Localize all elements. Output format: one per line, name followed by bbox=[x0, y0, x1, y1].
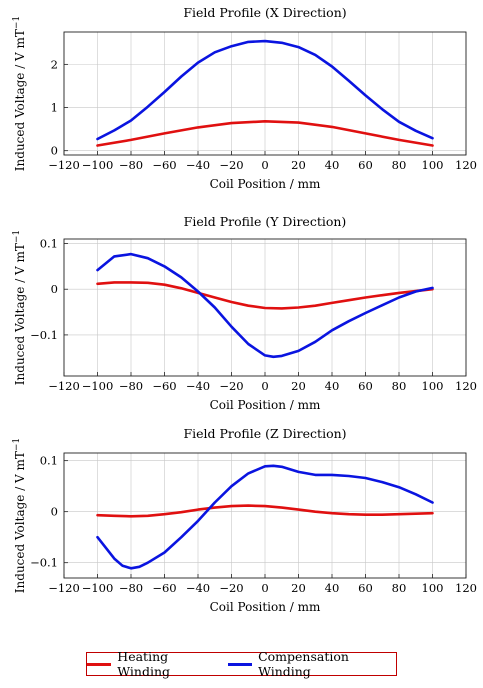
x-axis-label: Coil Position / mm bbox=[210, 398, 321, 412]
x-tick-label: −40 bbox=[186, 158, 210, 172]
x-tick-label: −80 bbox=[119, 581, 143, 595]
y-tick-label: 0.1 bbox=[40, 237, 58, 251]
x-tick-label: −60 bbox=[152, 158, 176, 172]
series-line-compensation bbox=[96, 39, 434, 141]
x-tick-label: −120 bbox=[48, 581, 80, 595]
y-tick-label: 0 bbox=[51, 505, 58, 519]
y-axis-label: Induced Voltage / V mT−1 bbox=[12, 230, 27, 385]
y-axis-label: Induced Voltage / V mT−1 bbox=[12, 438, 27, 593]
x-tick-label: 80 bbox=[392, 379, 407, 393]
x-tick-label: 40 bbox=[325, 581, 340, 595]
x-tick-label: 60 bbox=[358, 581, 373, 595]
series-line-heating bbox=[96, 504, 434, 518]
x-tick-label: 120 bbox=[455, 581, 477, 595]
y-tick-label: 1 bbox=[51, 101, 58, 115]
x-tick-label: −120 bbox=[48, 379, 80, 393]
series-line-heating bbox=[96, 120, 434, 147]
y-tick-label: −0.1 bbox=[30, 328, 58, 342]
x-tick-label: 60 bbox=[358, 379, 373, 393]
x-tick-label: −20 bbox=[219, 581, 243, 595]
x-tick-label: 120 bbox=[455, 379, 477, 393]
x-tick-label: 40 bbox=[325, 379, 340, 393]
x-tick-label: −120 bbox=[48, 158, 80, 172]
x-tick-label: −40 bbox=[186, 581, 210, 595]
x-tick-label: −40 bbox=[186, 379, 210, 393]
x-tick-label: 80 bbox=[392, 581, 407, 595]
y-tick-label: −0.1 bbox=[30, 556, 58, 570]
x-tick-label: −100 bbox=[82, 379, 114, 393]
x-tick-label: 120 bbox=[455, 158, 477, 172]
legend-item-heating: Heating Winding bbox=[87, 649, 218, 679]
x-tick-label: −100 bbox=[82, 581, 114, 595]
x-tick-label: −20 bbox=[219, 158, 243, 172]
x-tick-label: 40 bbox=[325, 158, 340, 172]
chart-panel-1: −120 −100 −80 −60 −40 −20 0 20 40 60 80 100 120 0 1 2 Fi… bbox=[12, 5, 477, 191]
figure-canvas: −120 −100 −80 −60 −40 −20 0 20 40 60 80 100 120012Fi… bbox=[12, 5, 477, 614]
legend-label-heating: Heating Winding bbox=[117, 649, 171, 679]
legend-label-compensation: Compensation Winding bbox=[258, 649, 349, 679]
x-tick-label: 80 bbox=[392, 158, 407, 172]
y-tick-label: 0 bbox=[51, 282, 58, 296]
x-tick-label: −80 bbox=[119, 379, 143, 393]
x-tick-label: 0 bbox=[261, 158, 268, 172]
chart-title: Field Profile (Z Direction) bbox=[183, 426, 346, 441]
x-tick-label: −60 bbox=[152, 581, 176, 595]
chart-title: Field Profile (X Direction) bbox=[183, 5, 346, 20]
series-line-heating bbox=[96, 281, 434, 310]
x-tick-label: 100 bbox=[422, 581, 444, 595]
x-tick-label: 60 bbox=[358, 158, 373, 172]
y-tick-label: 0.1 bbox=[40, 454, 58, 468]
y-tick-label: 0 bbox=[51, 144, 58, 158]
legend: Heating Winding Compensation Winding bbox=[86, 649, 397, 679]
x-tick-label: 100 bbox=[422, 158, 444, 172]
x-axis-label: Coil Position / mm bbox=[210, 600, 321, 614]
chart-title: Field Profile (Y Direction) bbox=[184, 214, 347, 229]
y-axis-label: Induced Voltage / V mT−1 bbox=[12, 16, 27, 171]
legend-swatch-heating bbox=[87, 662, 112, 666]
chart-panel-3: −120 −100 −80 −60 −40 −20 0 20 40 60 80 100 120 −0.1 0… bbox=[12, 426, 477, 614]
x-axis-label: Coil Position / mm bbox=[210, 177, 321, 191]
x-tick-label: −80 bbox=[119, 158, 143, 172]
series-line-compensation bbox=[96, 464, 434, 570]
chart-panel-2: −120 −100 −80 −60 −40 −20 0 20 40 60 80 100 120 −0.1 0… bbox=[12, 214, 477, 412]
x-tick-label: −100 bbox=[82, 158, 114, 172]
x-tick-label: 0 bbox=[261, 581, 268, 595]
legend-item-compensation: Compensation Winding bbox=[227, 649, 396, 679]
legend-swatch-compensation bbox=[227, 662, 253, 666]
y-tick-label: 2 bbox=[51, 57, 58, 71]
x-tick-label: 0 bbox=[261, 379, 268, 393]
x-tick-label: 100 bbox=[422, 379, 444, 393]
series-line-compensation bbox=[96, 252, 434, 359]
x-tick-label: 20 bbox=[291, 379, 306, 393]
x-tick-label: 20 bbox=[291, 158, 306, 172]
x-tick-label: −60 bbox=[152, 379, 176, 393]
x-tick-label: 20 bbox=[291, 581, 306, 595]
x-tick-label: −20 bbox=[219, 379, 243, 393]
